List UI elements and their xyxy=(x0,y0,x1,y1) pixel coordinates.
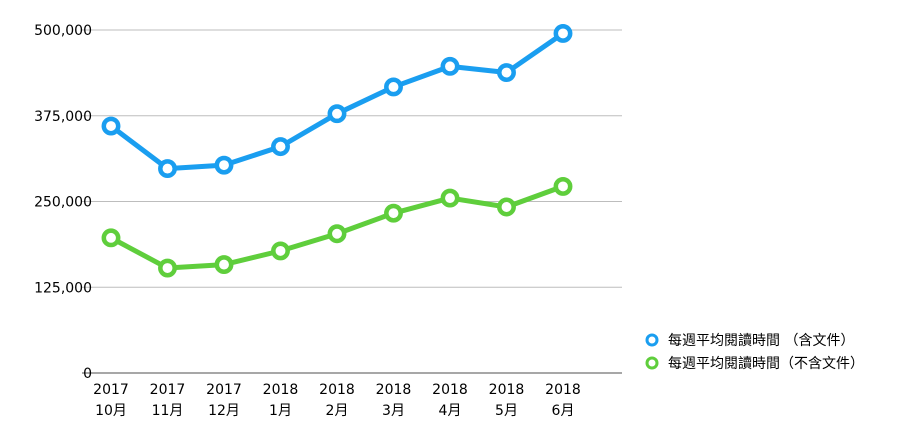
y-tick-label: 250,000 xyxy=(34,195,92,211)
x-tick-label-month: 2月 xyxy=(326,403,349,419)
x-tick-label-month: 1月 xyxy=(269,403,292,419)
x-tick-label-month: 4月 xyxy=(439,403,462,419)
data-point xyxy=(158,258,177,278)
x-tick-label-year: 2018 xyxy=(489,382,525,398)
data-point xyxy=(553,176,573,196)
data-point xyxy=(553,23,573,43)
data-point xyxy=(101,228,121,248)
x-tick-label-year: 2017 xyxy=(206,382,242,398)
gridlines xyxy=(82,29,622,374)
x-tick-label-month: 11月 xyxy=(152,403,184,419)
x-tick-label-month: 10月 xyxy=(95,403,127,419)
y-tick-label: 0 xyxy=(83,366,92,382)
x-tick-label-year: 2017 xyxy=(93,382,129,398)
data-point xyxy=(158,159,177,179)
data-point xyxy=(327,224,347,244)
x-tick-label-month: 3月 xyxy=(382,403,405,419)
y-tick-label: 500,000 xyxy=(34,23,92,39)
data-point xyxy=(214,155,234,175)
x-tick-label-month: 6月 xyxy=(552,403,575,419)
data-point xyxy=(271,137,290,157)
legend-marker xyxy=(645,333,659,347)
x-axis-ticks: 2017 10月 2017 11月 2017 12月 2018 1月 2018 2月 2018 3月 2… xyxy=(93,382,581,419)
x-tick-label-year: 2018 xyxy=(263,382,299,398)
legend-item: 每週平均閱讀時間（不含文件） xyxy=(645,356,864,372)
series-line-1 xyxy=(108,30,566,172)
data-point xyxy=(440,188,460,208)
legend-item: 每週平均閱讀時間 （含文件） xyxy=(645,333,854,349)
data-point xyxy=(440,56,460,76)
data-point xyxy=(497,63,516,82)
legend: 每週平均閱讀時間 （含文件） 每週平均閱讀時間（不含文件） xyxy=(645,333,864,372)
x-tick-label-month: 5月 xyxy=(495,403,518,419)
data-point xyxy=(384,203,403,223)
data-point xyxy=(497,197,516,217)
x-tick-label-year: 2018 xyxy=(319,382,355,398)
y-tick-label: 125,000 xyxy=(34,280,92,296)
x-tick-label-year: 2018 xyxy=(376,382,412,398)
x-tick-label-year: 2017 xyxy=(150,382,186,398)
data-point xyxy=(327,104,347,124)
y-tick-label: 375,000 xyxy=(34,109,92,125)
data-point xyxy=(271,241,290,261)
x-tick-label-year: 2018 xyxy=(545,382,581,398)
legend-marker xyxy=(645,356,659,370)
x-tick-label-year: 2018 xyxy=(432,382,468,398)
data-point xyxy=(384,77,403,97)
series-group xyxy=(101,23,573,278)
legend-label: 每週平均閱讀時間 （含文件） xyxy=(668,333,854,349)
x-tick-label-month: 12月 xyxy=(208,403,240,419)
data-point xyxy=(214,255,234,275)
y-axis-ticks: 0 125,000 250,000 375,000 500,000 xyxy=(34,23,92,382)
data-point xyxy=(101,116,121,136)
legend-label: 每週平均閱讀時間（不含文件） xyxy=(668,356,864,372)
